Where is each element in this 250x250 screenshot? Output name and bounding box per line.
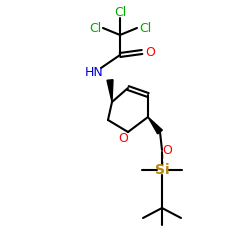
Text: Cl: Cl bbox=[139, 22, 151, 35]
Text: Cl: Cl bbox=[89, 22, 101, 35]
Text: Si: Si bbox=[155, 163, 169, 177]
Text: O: O bbox=[118, 132, 128, 144]
Text: HN: HN bbox=[84, 66, 103, 78]
Text: O: O bbox=[162, 144, 172, 156]
Polygon shape bbox=[107, 80, 113, 102]
Text: O: O bbox=[145, 46, 155, 59]
Polygon shape bbox=[148, 117, 162, 134]
Text: Cl: Cl bbox=[114, 6, 126, 18]
